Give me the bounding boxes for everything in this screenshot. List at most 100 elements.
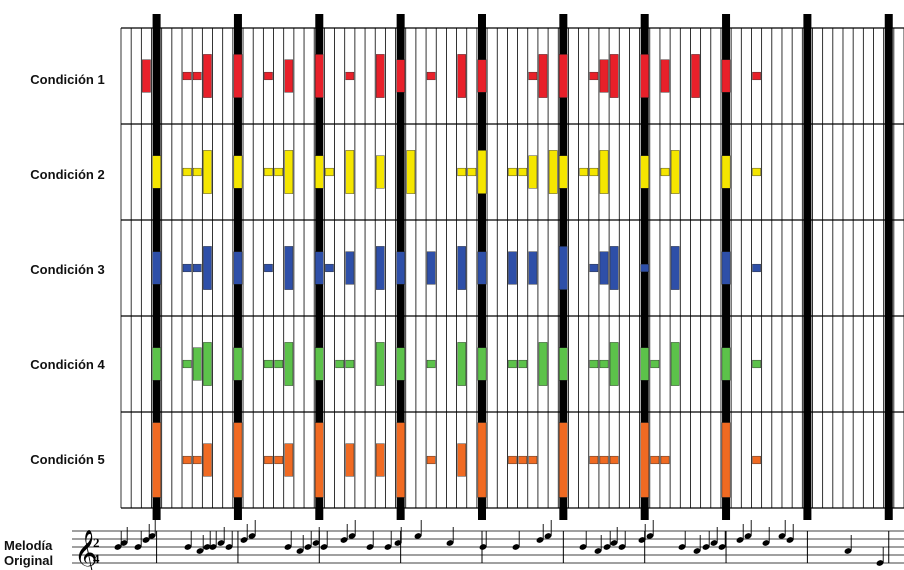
condition-label: Condición 3 bbox=[30, 262, 105, 277]
condition-mark bbox=[264, 167, 273, 177]
condition-mark bbox=[518, 455, 527, 465]
condition-mark bbox=[426, 359, 436, 369]
note-head bbox=[203, 544, 211, 550]
condition-mark bbox=[284, 246, 294, 290]
condition-mark bbox=[528, 455, 538, 465]
time-signature-top: 2 bbox=[93, 535, 100, 550]
condition-mark bbox=[559, 155, 568, 189]
note-head bbox=[610, 540, 618, 546]
note-head bbox=[248, 533, 256, 539]
condition-mark bbox=[640, 155, 649, 189]
condition-mark bbox=[426, 251, 436, 285]
condition-mark bbox=[721, 251, 731, 285]
note-head bbox=[394, 540, 402, 546]
note-head bbox=[217, 540, 225, 546]
condition-mark bbox=[589, 71, 599, 81]
condition-mark bbox=[752, 71, 761, 81]
condition-mark bbox=[670, 342, 680, 386]
condition-mark bbox=[233, 347, 243, 381]
note-head bbox=[120, 540, 128, 546]
note-head bbox=[225, 544, 233, 550]
condition-mark bbox=[284, 59, 294, 93]
condition-mark bbox=[233, 54, 243, 98]
condition-mark bbox=[660, 167, 670, 177]
condition-mark bbox=[599, 455, 609, 465]
condition-mark bbox=[284, 342, 294, 386]
condition-mark bbox=[345, 359, 355, 369]
condition-mark bbox=[396, 347, 405, 381]
condition-mark bbox=[192, 347, 202, 381]
condition-mark bbox=[376, 155, 385, 189]
condition-mark bbox=[508, 167, 517, 177]
note-head bbox=[366, 544, 374, 550]
condition-mark bbox=[315, 422, 324, 498]
condition-mark bbox=[508, 455, 517, 465]
condition-mark bbox=[457, 443, 466, 477]
condition-mark bbox=[538, 54, 548, 98]
note-head bbox=[196, 548, 204, 554]
note-head bbox=[536, 537, 544, 543]
note-head bbox=[312, 540, 320, 546]
melody-label: Melodía Original bbox=[4, 538, 53, 568]
condition-mark bbox=[345, 71, 355, 81]
note-head bbox=[148, 533, 156, 539]
note-head bbox=[284, 544, 292, 550]
condition-mark bbox=[457, 167, 466, 177]
condition-mark bbox=[233, 155, 243, 189]
condition-label: Condición 2 bbox=[30, 167, 105, 182]
condition-mark bbox=[284, 443, 294, 477]
condition-mark bbox=[335, 359, 344, 369]
condition-mark bbox=[203, 54, 212, 98]
note-head bbox=[646, 533, 654, 539]
condition-mark bbox=[192, 455, 202, 465]
condition-mark bbox=[721, 422, 731, 498]
condition-mark bbox=[315, 347, 324, 381]
note-head bbox=[876, 560, 884, 566]
note-head bbox=[603, 544, 611, 550]
condition-mark bbox=[264, 71, 273, 81]
condition-mark bbox=[559, 246, 568, 290]
condition-mark bbox=[640, 54, 649, 98]
note-head bbox=[320, 544, 328, 550]
condition-mark bbox=[142, 59, 151, 93]
condition-mark bbox=[192, 71, 202, 81]
condition-mark bbox=[396, 422, 405, 498]
condition-mark bbox=[589, 167, 599, 177]
note-head bbox=[296, 548, 304, 554]
condition-label: Condición 4 bbox=[30, 357, 105, 372]
condition-mark bbox=[152, 251, 161, 285]
note-head bbox=[544, 533, 552, 539]
condition-mark bbox=[609, 54, 619, 98]
bar-line bbox=[803, 14, 812, 520]
condition-mark bbox=[752, 167, 761, 177]
melody-label-line1: Melodía bbox=[4, 538, 53, 553]
condition-mark bbox=[752, 263, 761, 273]
note-head bbox=[142, 537, 150, 543]
condition-label: Condición 1 bbox=[30, 72, 105, 87]
note-head bbox=[209, 544, 217, 550]
note-head bbox=[114, 544, 122, 550]
condition-mark bbox=[406, 150, 416, 194]
condition-mark bbox=[752, 359, 761, 369]
note-head bbox=[240, 537, 248, 543]
note-head bbox=[348, 533, 356, 539]
condition-mark bbox=[579, 167, 588, 177]
condition-mark bbox=[203, 342, 212, 386]
condition-mark bbox=[508, 251, 517, 285]
note-head bbox=[638, 537, 646, 543]
condition-mark bbox=[264, 359, 273, 369]
condition-mark bbox=[589, 359, 599, 369]
condition-mark bbox=[721, 155, 731, 189]
note-head bbox=[744, 533, 752, 539]
condition-mark bbox=[609, 246, 619, 290]
condition-mark bbox=[182, 167, 192, 177]
time-signature-bottom: 4 bbox=[93, 551, 100, 566]
condition-mark bbox=[192, 167, 202, 177]
condition-mark bbox=[284, 150, 294, 194]
note-head bbox=[736, 537, 744, 543]
condition-mark bbox=[426, 71, 436, 81]
condition-mark bbox=[609, 455, 619, 465]
condition-mark bbox=[691, 54, 700, 98]
condition-mark bbox=[182, 71, 192, 81]
